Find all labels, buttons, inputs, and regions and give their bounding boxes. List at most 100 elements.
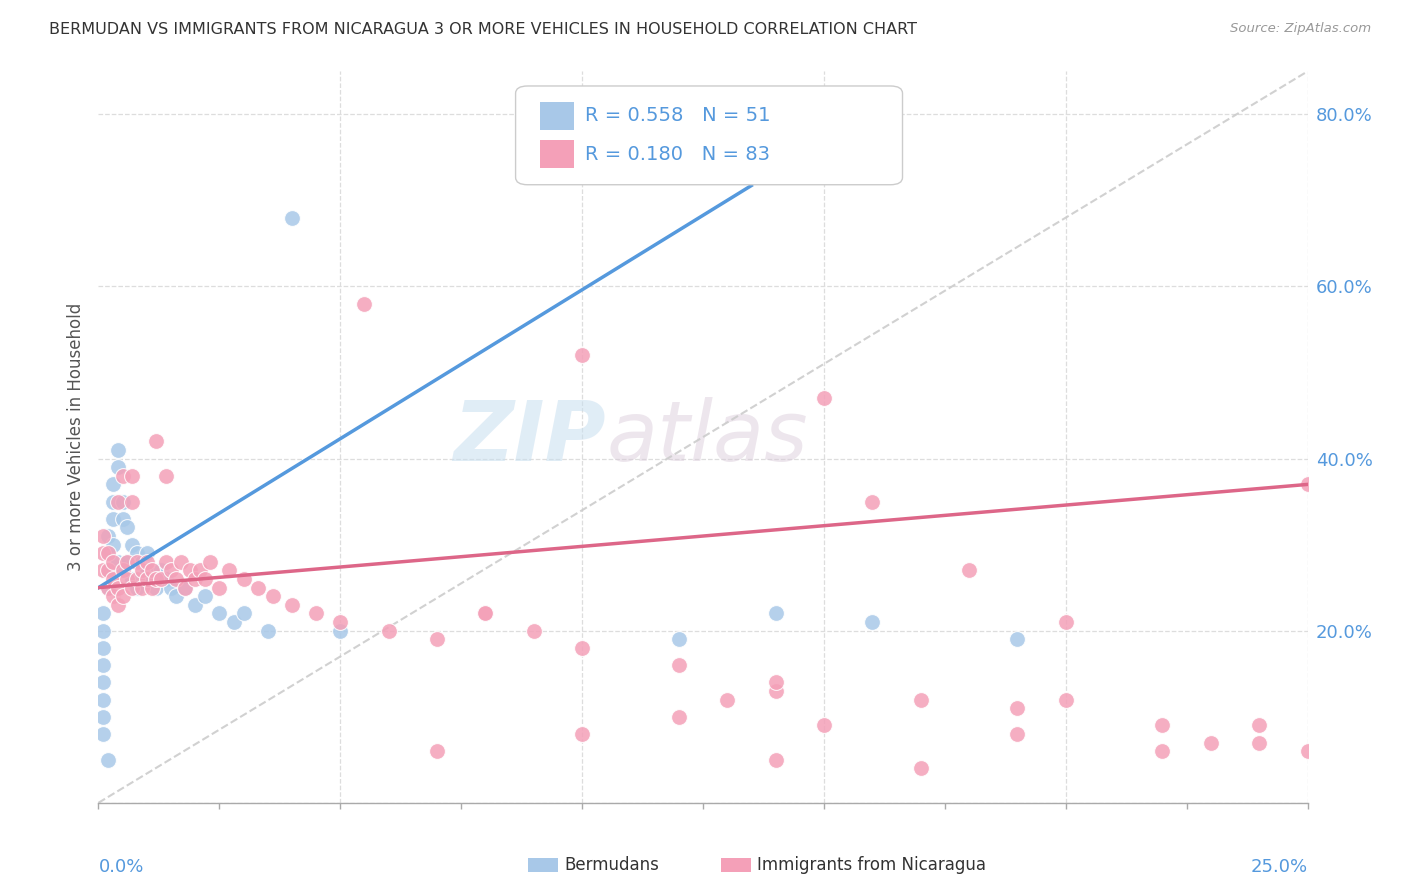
Point — [957, 564, 980, 578]
Text: Bermudans: Bermudans — [564, 856, 659, 874]
Point — [135, 572, 157, 586]
Point — [256, 624, 278, 638]
Point — [91, 727, 114, 741]
Point — [135, 555, 157, 569]
Point — [165, 589, 187, 603]
Point — [1007, 632, 1029, 647]
Point — [145, 434, 167, 449]
Point — [765, 684, 787, 698]
Point — [111, 468, 134, 483]
Point — [155, 572, 177, 586]
Point — [179, 564, 201, 578]
Point — [1296, 744, 1319, 758]
Point — [131, 564, 153, 578]
Point — [91, 692, 114, 706]
Point — [97, 581, 120, 595]
Point — [1199, 735, 1222, 749]
Point — [91, 710, 114, 724]
Point — [111, 512, 134, 526]
Point — [121, 581, 143, 595]
Point — [135, 546, 157, 560]
Point — [716, 692, 738, 706]
Point — [131, 555, 153, 569]
Point — [107, 598, 129, 612]
Point — [474, 607, 496, 621]
Point — [860, 494, 883, 508]
Point — [101, 494, 124, 508]
Point — [91, 640, 114, 655]
Point — [141, 581, 163, 595]
Point — [150, 572, 173, 586]
Point — [91, 607, 114, 621]
Point — [131, 581, 153, 595]
Bar — [721, 858, 751, 872]
Point — [97, 564, 120, 578]
Point — [208, 607, 231, 621]
Point — [101, 538, 124, 552]
Point — [1007, 701, 1029, 715]
Point — [813, 718, 835, 732]
Point — [91, 546, 114, 560]
Point — [117, 555, 139, 569]
Point — [765, 675, 787, 690]
Point — [127, 546, 149, 560]
Point — [1249, 718, 1271, 732]
Point — [194, 572, 217, 586]
Point — [174, 581, 197, 595]
Point — [232, 572, 254, 586]
Point — [155, 555, 177, 569]
Bar — [540, 102, 574, 130]
Point — [141, 564, 163, 578]
Point — [107, 555, 129, 569]
Point — [329, 624, 352, 638]
Point — [101, 477, 124, 491]
Text: R = 0.180   N = 83: R = 0.180 N = 83 — [585, 145, 769, 163]
Point — [262, 589, 284, 603]
Point — [107, 460, 129, 475]
Point — [910, 761, 932, 775]
Point — [111, 564, 134, 578]
Point — [160, 581, 183, 595]
Point — [426, 632, 449, 647]
Point — [97, 564, 120, 578]
Point — [1152, 744, 1174, 758]
Point — [160, 564, 183, 578]
Point — [165, 572, 187, 586]
Point — [91, 529, 114, 543]
Point — [97, 546, 120, 560]
Point — [1249, 735, 1271, 749]
Text: 0.0%: 0.0% — [98, 858, 143, 876]
Point — [127, 555, 149, 569]
Point — [353, 296, 375, 310]
Point — [571, 348, 593, 362]
Text: BERMUDAN VS IMMIGRANTS FROM NICARAGUA 3 OR MORE VEHICLES IN HOUSEHOLD CORRELATIO: BERMUDAN VS IMMIGRANTS FROM NICARAGUA 3 … — [49, 22, 917, 37]
Point — [184, 572, 207, 586]
Point — [305, 607, 328, 621]
Point — [232, 607, 254, 621]
Point — [668, 632, 690, 647]
Point — [145, 572, 167, 586]
Point — [97, 753, 120, 767]
Point — [198, 555, 221, 569]
Point — [247, 581, 270, 595]
Point — [107, 442, 129, 457]
Point — [107, 581, 129, 595]
Point — [91, 675, 114, 690]
Point — [169, 555, 191, 569]
Point — [121, 494, 143, 508]
Point — [668, 710, 690, 724]
Point — [101, 572, 124, 586]
Point — [668, 658, 690, 673]
Point — [150, 564, 173, 578]
Point — [813, 392, 835, 406]
Text: Source: ZipAtlas.com: Source: ZipAtlas.com — [1230, 22, 1371, 36]
Point — [145, 581, 167, 595]
Y-axis label: 3 or more Vehicles in Household: 3 or more Vehicles in Household — [66, 303, 84, 571]
Point — [111, 564, 134, 578]
Point — [281, 211, 304, 225]
Point — [141, 572, 163, 586]
Point — [910, 692, 932, 706]
Point — [121, 572, 143, 586]
Point — [860, 615, 883, 629]
Point — [329, 615, 352, 629]
